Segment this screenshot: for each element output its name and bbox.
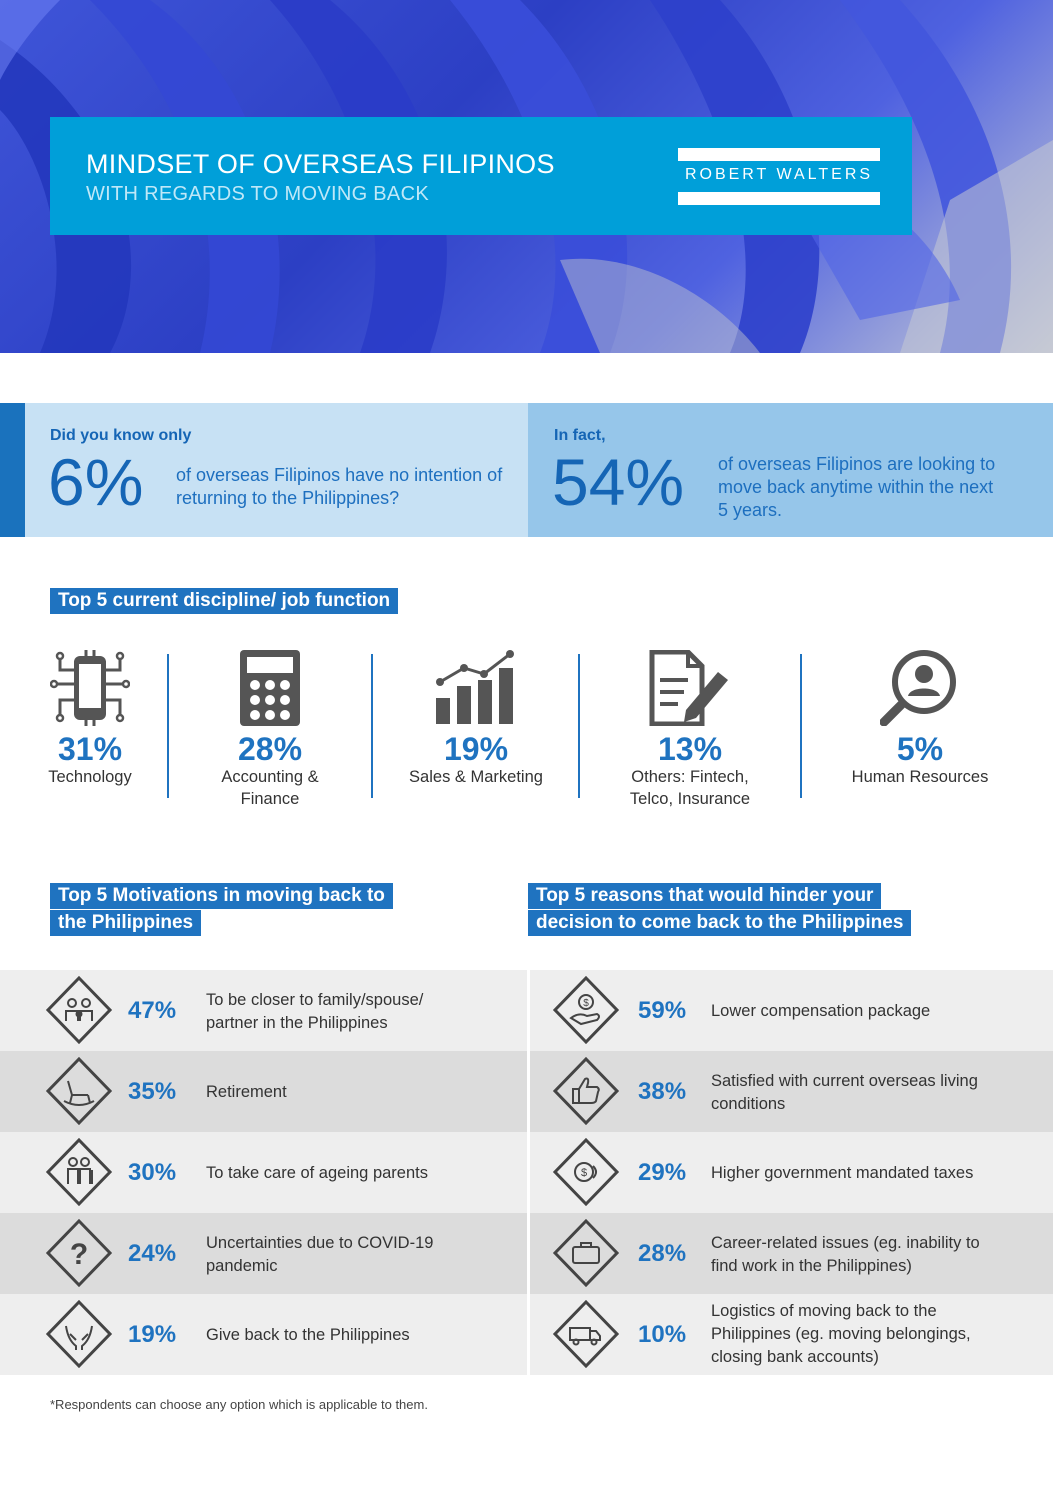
job-item-others: 13% Others: Fintech, Telco, Insurance <box>610 650 770 810</box>
column-divider <box>527 970 530 1374</box>
divider <box>371 654 373 798</box>
job-pct-others: 13% <box>657 731 723 767</box>
hindrance-text: Satisfied with current overseas living c… <box>711 1072 978 1113</box>
page-title: MINDSET OF OVERSEAS FILIPINOS <box>86 149 555 179</box>
job-item-sales: 19% Sales & Marketing <box>396 650 556 788</box>
hindrance-pct: 38% <box>638 1078 687 1105</box>
stat-left-text: of overseas Filipinos have no intention … <box>176 465 503 508</box>
robert-walters-logo: ROBERT WALTERS <box>678 148 880 205</box>
motivation-pct: 47% <box>128 997 177 1024</box>
hindrance-row: 10% Logistics of moving back to the Phil… <box>530 1294 1053 1375</box>
job-label-accounting: Accounting & Finance <box>221 768 319 808</box>
motivation-text: Uncertainties due to COVID-19 pandemic <box>206 1234 434 1275</box>
hindrance-row: $ 59% Lower compensation package <box>530 970 1053 1051</box>
document-pen-icon <box>649 650 728 726</box>
stat-panel-right: In fact, 54% of overseas Filipinos are l… <box>528 403 1053 537</box>
stat-right-label: In fact, <box>554 427 606 444</box>
motivations-title-line1: Top 5 Motivations in moving back to <box>50 883 393 909</box>
svg-text:$: $ <box>581 1167 587 1179</box>
calculator-icon <box>240 650 300 726</box>
briefcase-icon <box>553 1219 619 1287</box>
hindrances-title-line1: Top 5 reasons that would hinder your <box>528 883 882 909</box>
motivation-row: 19% Give back to the Philippines <box>0 1294 527 1375</box>
job-item-technology: 31% Technology <box>20 650 160 788</box>
divider <box>578 654 580 798</box>
job-label-hr: Human Resources <box>851 768 989 786</box>
motivation-pct: 35% <box>128 1078 177 1105</box>
motivation-row: ? 24% Uncertainties due to COVID-19 pand… <box>0 1213 527 1294</box>
hindrance-pct: 28% <box>638 1240 687 1267</box>
motivation-pct: 30% <box>128 1159 177 1186</box>
motivation-pct: 19% <box>128 1321 177 1348</box>
svg-text:$: $ <box>583 998 589 1009</box>
hindrance-row: 28% Career-related issues (eg. inability… <box>530 1213 1053 1294</box>
stat-panel-left: Did you know only 6% of overseas Filipin… <box>0 403 528 537</box>
stat-right-text: of overseas Filipinos are looking to mov… <box>718 454 996 520</box>
rocking-chair-icon <box>46 1057 112 1125</box>
motivations-title-line2: the Philippines <box>50 910 202 936</box>
elderly-couple-icon <box>46 1138 112 1206</box>
job-label-sales: Sales & Marketing <box>409 768 543 786</box>
job-label-technology: Technology <box>48 768 132 786</box>
hindrance-pct: 29% <box>638 1159 687 1186</box>
truck-icon <box>553 1300 619 1368</box>
logo-text: ROBERT WALTERS <box>684 166 874 183</box>
hindrance-text: Career-related issues (eg. inability to … <box>711 1234 980 1275</box>
motivation-text: Give back to the Philippines <box>206 1326 410 1344</box>
hindrance-pct: 59% <box>638 997 687 1024</box>
giving-hands-icon <box>46 1300 112 1368</box>
motivation-pct: 24% <box>128 1240 177 1267</box>
motivation-row: 35% Retirement <box>0 1051 527 1132</box>
circuit-phone-icon <box>50 650 130 726</box>
hindrances-title-line2: decision to come back to the Philippines <box>528 910 912 936</box>
hindrance-pct: 10% <box>638 1321 687 1348</box>
thumbs-up-icon <box>553 1057 619 1125</box>
job-item-accounting: 28% Accounting & Finance <box>190 650 350 810</box>
jobs-section-title: Top 5 current discipline/ job function <box>50 588 399 614</box>
job-pct-accounting: 28% <box>237 731 303 767</box>
question-icon: ? <box>46 1219 112 1287</box>
svg-text:?: ? <box>70 1238 88 1271</box>
motivation-row: 47% To be closer to family/spouse/ partn… <box>0 970 527 1051</box>
title-box: MINDSET OF OVERSEAS FILIPINOS WITH REGAR… <box>50 117 912 235</box>
hindrance-text: Logistics of moving back to the Philippi… <box>711 1302 971 1366</box>
motivation-text: To take care of ageing parents <box>206 1164 428 1182</box>
coins-icon: $ <box>553 1138 619 1206</box>
family-icon <box>46 976 112 1044</box>
abstract-architecture-image <box>0 0 1053 353</box>
page-subtitle: WITH REGARDS TO MOVING BACK <box>86 183 429 205</box>
hindrance-text: Higher government mandated taxes <box>711 1164 974 1182</box>
job-label-others: Others: Fintech, Telco, Insurance <box>629 768 751 808</box>
hindrance-row: $ 29% Higher government mandated taxes <box>530 1132 1053 1213</box>
hindrance-row: 38% Satisfied with current overseas livi… <box>530 1051 1053 1132</box>
divider <box>167 654 169 798</box>
motivation-text: To be closer to family/spouse/ partner i… <box>206 991 424 1032</box>
stat-left-label: Did you know only <box>50 427 192 444</box>
hindrance-text: Lower compensation package <box>711 1002 931 1020</box>
divider <box>800 654 802 798</box>
job-pct-hr: 5% <box>896 731 944 767</box>
stat-left-value: 6% <box>48 445 144 519</box>
motivation-row: 30% To take care of ageing parents <box>0 1132 527 1213</box>
money-hand-icon: $ <box>553 976 619 1044</box>
job-pct-technology: 31% <box>57 731 123 767</box>
hero-banner: MINDSET OF OVERSEAS FILIPINOS WITH REGAR… <box>0 0 1053 353</box>
job-pct-sales: 19% <box>443 731 509 767</box>
growth-chart-icon <box>436 650 514 724</box>
stat-right-value: 54% <box>552 445 685 519</box>
job-item-hr: 5% Human Resources <box>840 650 1000 788</box>
footnote: *Respondents can choose any option which… <box>50 1397 428 1412</box>
person-search-icon <box>880 650 956 726</box>
motivation-text: Retirement <box>206 1083 287 1101</box>
